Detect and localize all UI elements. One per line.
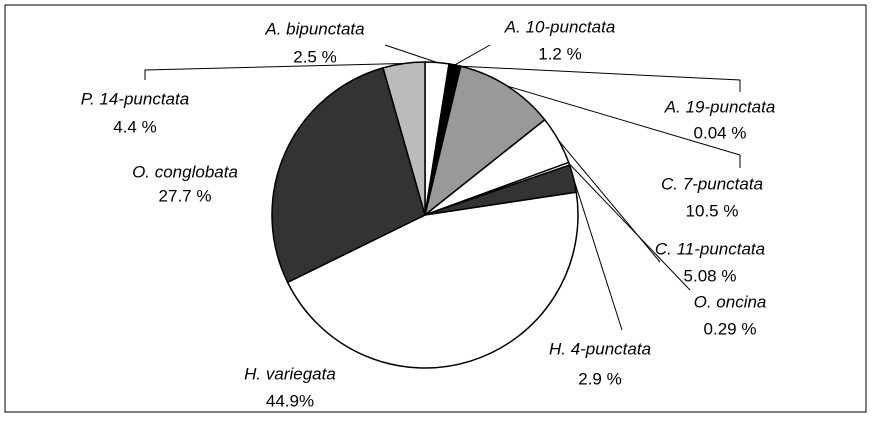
leader-line [144, 62, 404, 80]
leader-line [384, 44, 438, 63]
leader-line [460, 65, 741, 92]
leader-line [568, 163, 691, 291]
slice-value-label: 27.7 % [159, 186, 212, 205]
slice-name: A. 10-punctata [504, 17, 616, 36]
slice-name: H. variegata [244, 364, 336, 383]
slice-value-label: 2.9 % [578, 369, 621, 388]
slice-value-label: 0.29 % [704, 319, 757, 338]
leader-line [573, 178, 623, 331]
slice-value-label: 5.08 % [684, 266, 737, 285]
slice-value-label: 0.04 % [694, 123, 747, 142]
slice-name: A. bipunctata [264, 19, 364, 38]
slice-name: O. conglobata [132, 162, 238, 181]
leader-line [558, 139, 661, 263]
leader-line [507, 85, 741, 168]
slice-name: C. 7-punctata [661, 174, 763, 193]
slice-value-label: 44.9% [266, 391, 314, 410]
slice-name: A. 19-punctata [664, 97, 776, 116]
slice-name: O. oncina [694, 292, 767, 311]
pie-slice [271, 66, 426, 284]
slice-value-label: 2.5 % [293, 47, 336, 66]
leader-line [454, 44, 491, 66]
slice-name: P. 14-punctata [81, 89, 189, 108]
slice-value-label: 1.2 % [538, 44, 581, 63]
pie-slice [382, 61, 426, 216]
slice-value-label: 4.4 % [113, 117, 156, 136]
slice-name: H. 4-punctata [549, 339, 651, 358]
slice-value-label: 10.5 % [686, 201, 739, 220]
pie-slice [286, 191, 579, 369]
slice-name: C. 11-punctata [655, 239, 765, 258]
